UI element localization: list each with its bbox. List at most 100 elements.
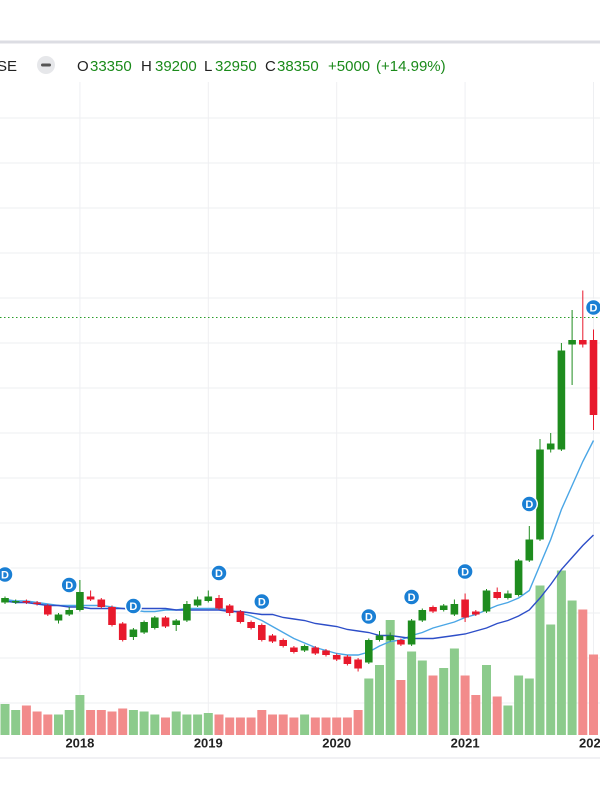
candle-body — [375, 635, 384, 640]
volume-bar — [43, 714, 53, 735]
dividend-marker — [60, 576, 78, 594]
high-value: 39200 — [155, 58, 197, 75]
volume-bar — [268, 714, 277, 735]
x-tick-label: 2022 — [579, 735, 600, 750]
candle-body — [44, 605, 52, 615]
candle-body — [118, 623, 127, 640]
volume-bar — [86, 710, 96, 735]
candle-body — [461, 599, 469, 618]
candle-body — [140, 622, 148, 633]
volume-bar — [439, 668, 449, 735]
candle-body — [589, 340, 598, 415]
volume-bar — [589, 654, 598, 735]
candle-body — [22, 601, 31, 603]
candle-body — [311, 647, 320, 654]
dividend-marker — [360, 607, 378, 626]
close-value: 38350 — [277, 58, 319, 75]
candle-body — [247, 622, 255, 628]
grid — [0, 73, 600, 735]
candle-body — [193, 599, 202, 606]
dividend-label: D — [129, 601, 137, 613]
x-tick-label: 2019 — [194, 735, 223, 750]
volume-bar — [353, 710, 363, 735]
candle-body — [568, 340, 576, 345]
volume-bar — [171, 711, 181, 735]
volume-bar — [503, 705, 513, 735]
volume-bar — [396, 680, 406, 735]
volume-bar — [492, 696, 502, 735]
volume-bar — [567, 600, 577, 735]
volume-bar — [514, 675, 524, 735]
candle-body — [354, 659, 362, 669]
dividend-label: D — [215, 568, 223, 580]
volume-bar — [21, 705, 31, 735]
volume-bar — [96, 710, 106, 735]
volume-bar — [32, 711, 42, 735]
candle-body — [97, 599, 106, 607]
volume-bar — [535, 585, 545, 735]
volume-bar — [385, 620, 395, 735]
dividends: D D D D D D D D D D — [0, 298, 600, 626]
volume-bar — [289, 717, 299, 735]
volume-bar — [257, 710, 267, 735]
volume-bar — [225, 717, 235, 735]
candle-body — [236, 611, 245, 622]
low-value: 32950 — [215, 58, 257, 75]
low-label: L — [204, 58, 212, 75]
volume-bar — [556, 570, 566, 735]
candle-body — [76, 592, 84, 610]
candle-body — [407, 620, 416, 645]
header-bg — [0, 52, 600, 82]
candle-body — [579, 340, 587, 345]
volume-bar — [139, 711, 149, 735]
dividend-marker — [456, 562, 474, 581]
candle-body — [439, 605, 448, 610]
candle-body — [225, 605, 234, 613]
dividend-marker — [520, 495, 539, 513]
collapse-icon — [41, 63, 51, 67]
volume-bar — [203, 713, 213, 735]
volume-bar — [278, 714, 288, 735]
volume-bar — [428, 675, 438, 735]
high-label: H — [141, 58, 152, 75]
candle-body — [557, 350, 566, 450]
volume-bar — [193, 714, 203, 735]
candle-body — [108, 607, 116, 625]
dividend-marker — [584, 298, 600, 317]
volume-bar — [150, 714, 160, 735]
candle-body — [429, 607, 437, 612]
x-tick-label: 2020 — [322, 735, 351, 750]
candle-body — [536, 449, 544, 540]
candle-body — [279, 640, 287, 646]
candle-body — [151, 617, 159, 628]
volume-bar — [11, 710, 21, 735]
candle-body — [300, 646, 309, 651]
dividend-label: D — [461, 566, 469, 578]
dividend-label: D — [408, 592, 416, 604]
candle-body — [204, 596, 213, 601]
candle-body — [258, 625, 266, 640]
volume-bar — [407, 651, 417, 735]
volume-bar — [449, 648, 459, 735]
volume-bar — [235, 717, 245, 735]
candle-body — [1, 598, 9, 603]
volume-bar — [0, 704, 10, 735]
candle-body — [11, 601, 20, 603]
volume-bar — [460, 675, 470, 735]
candle-body — [450, 604, 459, 615]
x-tick-label: 2018 — [65, 735, 94, 750]
volume-bar — [182, 714, 192, 735]
dividend-label: D — [1, 569, 9, 581]
x-tick-label: 2021 — [451, 735, 480, 750]
volume-bar — [54, 714, 63, 735]
volume-bar — [161, 717, 170, 735]
dividend-marker — [402, 588, 421, 606]
candle-body — [86, 596, 95, 600]
candle-body — [290, 647, 298, 652]
candle-body — [322, 650, 330, 655]
volume-bar — [364, 678, 374, 735]
volume-bar — [578, 609, 588, 735]
candle-body — [504, 593, 512, 598]
